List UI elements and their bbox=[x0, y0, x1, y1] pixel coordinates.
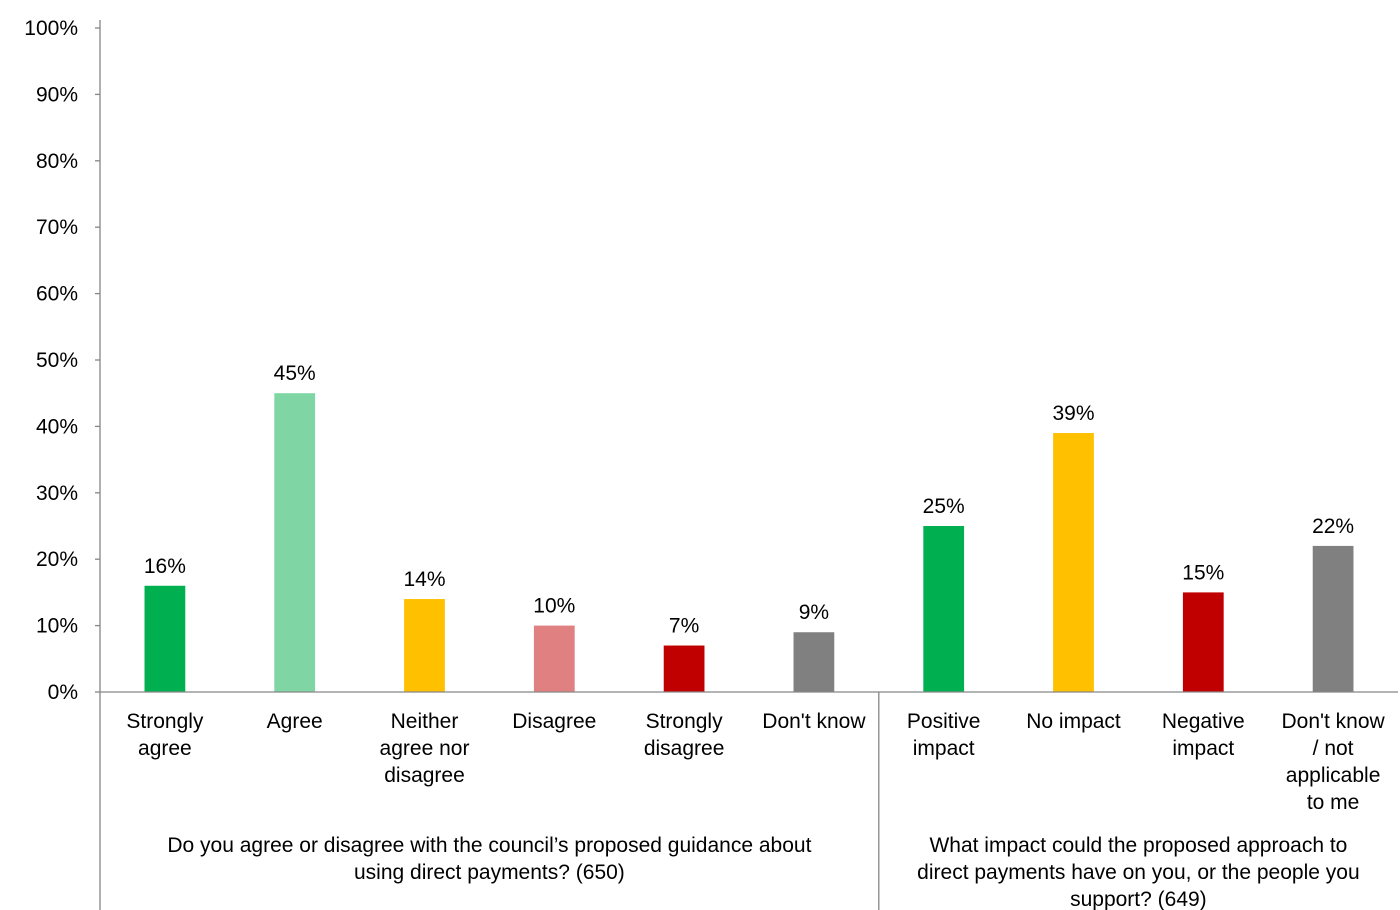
y-tick-label: 40% bbox=[36, 415, 78, 438]
data-label: 9% bbox=[799, 601, 829, 624]
group-label: using direct payments? (650) bbox=[354, 861, 625, 884]
category-label: agree bbox=[138, 737, 192, 760]
bar bbox=[1312, 545, 1354, 692]
y-tick-label: 0% bbox=[48, 681, 78, 704]
category-label: Neither bbox=[391, 710, 459, 733]
y-tick-label: 90% bbox=[36, 83, 78, 106]
data-label: 14% bbox=[403, 568, 445, 591]
bar bbox=[923, 526, 965, 692]
y-axis: 0% 10% 20% 30% 40% 50% 60% 70% 80% 90% 100% bbox=[24, 17, 101, 910]
bar bbox=[274, 393, 316, 692]
bar bbox=[1053, 433, 1094, 692]
category-label: Negative bbox=[1162, 710, 1245, 733]
category-label: Don't know bbox=[762, 710, 866, 733]
data-label: 7% bbox=[669, 615, 699, 638]
group-label: direct payments have on you, or the peop… bbox=[917, 861, 1359, 884]
category-label: Strongly bbox=[646, 710, 724, 733]
data-label: 22% bbox=[1312, 515, 1354, 538]
group-label: support? (649) bbox=[1070, 888, 1207, 910]
category-label: Don't know bbox=[1281, 710, 1385, 733]
category-label: impact bbox=[1172, 737, 1234, 760]
data-label: 15% bbox=[1182, 561, 1224, 584]
data-label: 39% bbox=[1052, 402, 1094, 425]
category-label: impact bbox=[913, 737, 975, 760]
x-axis: Strongly agree Agree Neither agree nor disagr… bbox=[100, 691, 1398, 910]
category-label: disagree bbox=[644, 737, 725, 760]
bar bbox=[793, 632, 835, 692]
bar bbox=[1182, 592, 1224, 692]
y-tick-label: 30% bbox=[36, 482, 78, 505]
bar bbox=[533, 625, 575, 692]
data-label: 16% bbox=[144, 555, 186, 578]
data-label: 45% bbox=[274, 362, 316, 385]
category-label: agree nor bbox=[380, 737, 470, 760]
category-label: Disagree bbox=[512, 710, 596, 733]
bar bbox=[663, 645, 705, 692]
y-tick-label: 20% bbox=[36, 548, 78, 571]
category-label: Strongly bbox=[126, 710, 204, 733]
y-tick-label: 60% bbox=[36, 283, 78, 306]
bar bbox=[144, 585, 186, 692]
bars-layer: 16% 45% 14% 10% 7% 9% 25% 39% 15% 22% bbox=[144, 362, 1354, 692]
category-label: to me bbox=[1307, 791, 1360, 814]
category-label: Positive bbox=[907, 710, 981, 733]
data-label: 10% bbox=[533, 595, 575, 618]
bar bbox=[404, 599, 445, 692]
group-label: Do you agree or disagree with the counci… bbox=[167, 834, 811, 857]
y-tick-label: 50% bbox=[36, 349, 78, 372]
category-label: disagree bbox=[384, 764, 465, 787]
data-label: 25% bbox=[923, 495, 965, 518]
category-label: / not bbox=[1313, 737, 1354, 760]
y-tick-label: 10% bbox=[36, 615, 78, 638]
category-label: No impact bbox=[1026, 710, 1121, 733]
y-tick-label: 80% bbox=[36, 150, 78, 173]
group-label: What impact could the proposed approach … bbox=[929, 834, 1347, 857]
category-label: Agree bbox=[267, 710, 323, 733]
category-label: applicable bbox=[1286, 764, 1381, 787]
y-tick-label: 100% bbox=[24, 17, 78, 40]
y-tick-label: 70% bbox=[36, 216, 78, 239]
